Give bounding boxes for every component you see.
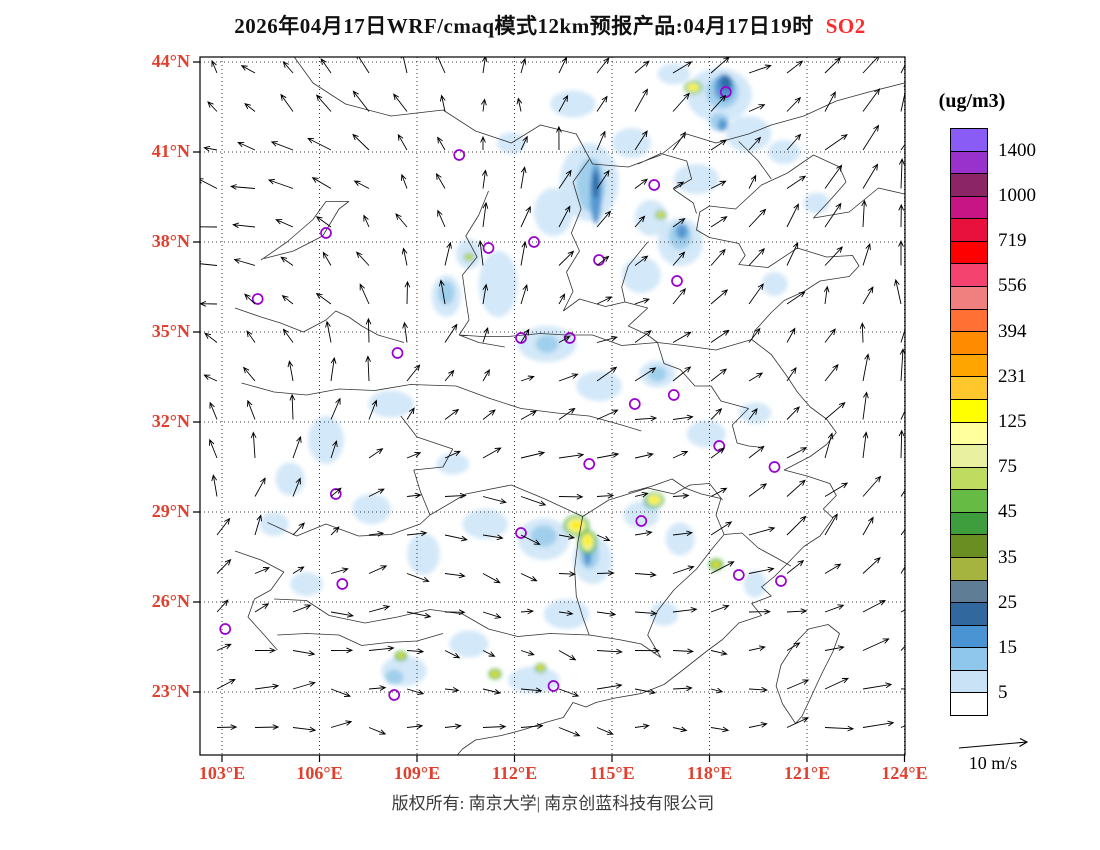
colorbar-segment — [951, 444, 987, 467]
city-marker — [713, 440, 726, 452]
colorbar-segment — [951, 421, 987, 445]
page-title: 2026年04月17日WRF/cmaq模式12km预报产品:04月17日19时 S… — [150, 10, 950, 40]
colorbar-segment — [951, 308, 987, 332]
colorbar-tick-label: 394 — [998, 320, 1027, 342]
city-marker — [635, 515, 648, 527]
title-text: 2026年04月17日WRF/cmaq模式12km预报产品:04月17日19时 — [234, 14, 814, 38]
colorbar-segment — [951, 692, 987, 716]
city-marker — [547, 680, 560, 692]
colorbar-segment — [951, 669, 987, 693]
city-marker — [219, 623, 232, 635]
colorbar-unit: (ug/m3) — [938, 90, 1006, 112]
colorbar-segment — [951, 511, 987, 535]
lon-tick-label: 109°E — [393, 763, 441, 783]
map-background — [200, 57, 905, 755]
city-marker — [515, 527, 527, 539]
lat-tick-label: 29°N — [151, 501, 190, 521]
colorbar-segment — [951, 129, 987, 151]
wind-reference-label: 10 m/s — [968, 753, 1018, 773]
colorbar — [950, 128, 988, 716]
colorbar-segment — [951, 489, 987, 512]
lat-tick-label: 41°N — [151, 141, 190, 161]
city-marker — [528, 236, 540, 248]
colorbar-segment — [951, 466, 987, 490]
colorbar-segment — [951, 398, 987, 422]
lon-tick-label: 115°E — [589, 763, 635, 783]
colorbar-segment — [951, 286, 987, 309]
colorbar-tick-label: 25 — [998, 591, 1017, 613]
colorbar-segment — [951, 376, 987, 399]
city-marker — [329, 488, 342, 500]
colorbar-tick-label: 15 — [998, 637, 1017, 659]
colorbar-segment — [951, 534, 987, 557]
lat-tick-label: 35°N — [151, 321, 190, 341]
copyright-footer: 版权所有: 南京大学| 南京创蓝科技有限公司 — [391, 794, 715, 813]
map-frame — [199, 56, 906, 756]
colorbar-tick-label: 1400 — [998, 139, 1036, 161]
colorbar-segment — [951, 353, 987, 377]
city-marker — [719, 86, 732, 98]
colorbar-tick-label: 125 — [998, 411, 1027, 432]
city-marker — [671, 275, 683, 287]
lon-tick-label: 112°E — [491, 763, 538, 783]
city-marker — [583, 458, 596, 470]
colorbar-segment — [951, 579, 987, 603]
colorbar-segment — [951, 240, 987, 264]
city-marker — [336, 578, 349, 590]
city-marker — [482, 242, 495, 254]
wind-vectors — [200, 57, 905, 737]
colorbar-tick-label: 556 — [998, 275, 1027, 297]
city-marker — [628, 398, 641, 410]
colorbar-segment — [951, 624, 987, 648]
colorbar-tick-label: 75 — [998, 456, 1017, 478]
lon-tick-label: 103°E — [198, 763, 246, 783]
colorbar-segment — [951, 263, 987, 287]
colorbar-tick-label: 45 — [998, 501, 1017, 523]
province-boundaries — [234, 57, 905, 755]
lon-tick-label: 121°E — [783, 763, 831, 783]
colorbar-segment — [951, 218, 987, 241]
colorbar-segment — [951, 331, 987, 354]
city-marker — [320, 227, 332, 239]
title-pollutant: SO2 — [825, 14, 866, 38]
colorbar-segment — [951, 173, 987, 196]
city-marker — [388, 689, 401, 701]
wind-reference-arrow-icon — [958, 738, 1029, 749]
city-marker — [775, 575, 787, 587]
colorbar-tick-label: 1000 — [998, 184, 1036, 206]
city-markers — [219, 86, 787, 701]
lon-tick-label: 124°E — [881, 763, 928, 783]
wind-reference-legend: 10 m/s — [935, 736, 1051, 774]
city-marker — [515, 332, 527, 344]
lat-tick-label: 38°N — [151, 231, 190, 251]
lat-tick-label: 44°N — [151, 51, 190, 71]
lon-tick-label: 118°E — [686, 763, 733, 783]
colorbar-tick-label: 35 — [998, 546, 1017, 568]
colorbar-segment — [951, 150, 987, 174]
lon-tick-label: 106°E — [296, 763, 343, 783]
city-marker — [563, 332, 576, 344]
forecast-map — [193, 56, 906, 762]
city-marker — [453, 149, 466, 161]
city-marker — [667, 389, 680, 401]
lat-tick-label: 26°N — [151, 591, 190, 611]
colorbar-segment — [951, 556, 987, 580]
colorbar-tick-label: 719 — [998, 230, 1027, 252]
city-marker — [648, 179, 661, 191]
lat-tick-label: 23°N — [151, 681, 190, 701]
colorbar-segment — [951, 195, 987, 219]
city-marker — [768, 461, 781, 473]
lat-tick-label: 32°N — [151, 411, 190, 431]
city-marker — [391, 347, 404, 359]
city-marker — [251, 293, 264, 305]
city-marker — [732, 569, 745, 581]
colorbar-tick-label: 231 — [998, 365, 1027, 387]
colorbar-labels: 1400 1000 719 556 394 231 125 75 45 35 25 15 5 — [998, 128, 1078, 716]
colorbar-tick-label: 5 — [998, 682, 1008, 704]
axis-ticks — [193, 61, 906, 762]
colorbar-segment — [951, 647, 987, 670]
colorbar-segment — [951, 602, 987, 625]
